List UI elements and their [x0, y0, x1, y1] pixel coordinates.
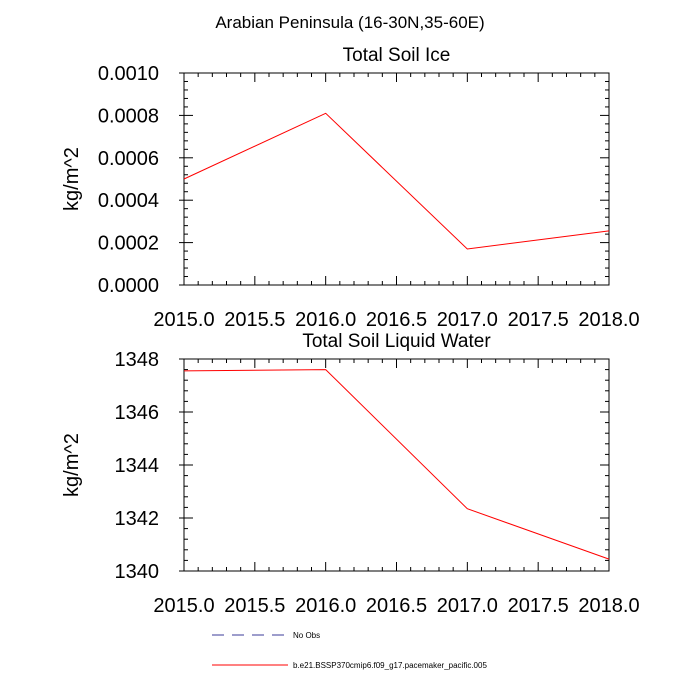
legend-label-model-run: b.e21.BSSP370cmip6.f09_g17.pacemaker_pac… [293, 661, 487, 670]
chart-title: Total Soil Liquid Water [302, 331, 491, 352]
chart-panel-total-soil-liquid-water: Total Soil Liquid Water kg/m^2 2015.0 2015.… [61, 331, 640, 617]
x-tick-label: 2018.0 [578, 595, 639, 617]
y-tick-label: 0.0010 [98, 63, 159, 85]
legend-label-no-obs: No Obs [293, 631, 320, 640]
x-tick-label: 2016.5 [366, 595, 427, 617]
x-tick-label: 2017.0 [437, 309, 498, 331]
chart-title: Total Soil Ice [343, 45, 451, 66]
x-tick-label: 2015.5 [224, 309, 285, 331]
y-tick-label: 1348 [115, 349, 160, 371]
y-tick-label: 0.0006 [98, 148, 159, 170]
x-tick-label: 2015.0 [153, 309, 214, 331]
x-tick-label: 2016.0 [295, 595, 356, 617]
y-tick-label: 1344 [115, 455, 160, 477]
y-tick-label: 1346 [115, 402, 160, 424]
x-tick-label: 2017.5 [508, 309, 569, 331]
x-tick-label: 2018.0 [578, 309, 639, 331]
y-tick-label: 1342 [115, 508, 160, 530]
x-tick-label: 2015.0 [153, 595, 214, 617]
x-tick-label: 2015.5 [224, 595, 285, 617]
y-tick-label: 0.0008 [98, 105, 159, 127]
y-axis-label: kg/m^2 [61, 147, 83, 211]
x-tick-label: 2017.0 [437, 595, 498, 617]
x-tick-label: 2016.0 [295, 309, 356, 331]
y-tick-label: 1340 [115, 561, 160, 583]
plot-frame [183, 72, 610, 286]
x-tick-label: 2017.5 [508, 595, 569, 617]
y-tick-label: 0.0000 [98, 275, 159, 297]
y-tick-label: 0.0004 [98, 190, 159, 212]
chart-panel-total-soil-ice: Total Soil Ice kg/m^2 2015.0 2015.5 2016.0 20… [61, 45, 640, 331]
figure-suptitle: Arabian Peninsula (16-30N,35-60E) [215, 13, 484, 32]
y-tick-label: 0.0002 [98, 233, 159, 255]
legend: No Obs b.e21.BSSP370cmip6.f09_g17.pacema… [212, 631, 487, 670]
x-tick-label: 2016.5 [366, 309, 427, 331]
plot-frame [183, 358, 610, 572]
y-axis-label: kg/m^2 [61, 433, 83, 497]
series-line [183, 112, 610, 250]
series-line [183, 369, 610, 560]
